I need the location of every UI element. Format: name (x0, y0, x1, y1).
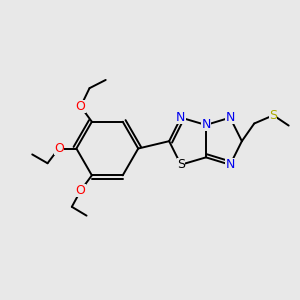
Text: N: N (201, 118, 211, 131)
Text: S: S (177, 158, 185, 171)
Text: N: N (225, 158, 235, 171)
Text: S: S (269, 109, 278, 122)
Text: O: O (76, 100, 85, 113)
Text: N: N (225, 111, 235, 124)
Text: O: O (54, 142, 64, 155)
Text: O: O (76, 184, 85, 197)
Text: N: N (176, 111, 186, 124)
